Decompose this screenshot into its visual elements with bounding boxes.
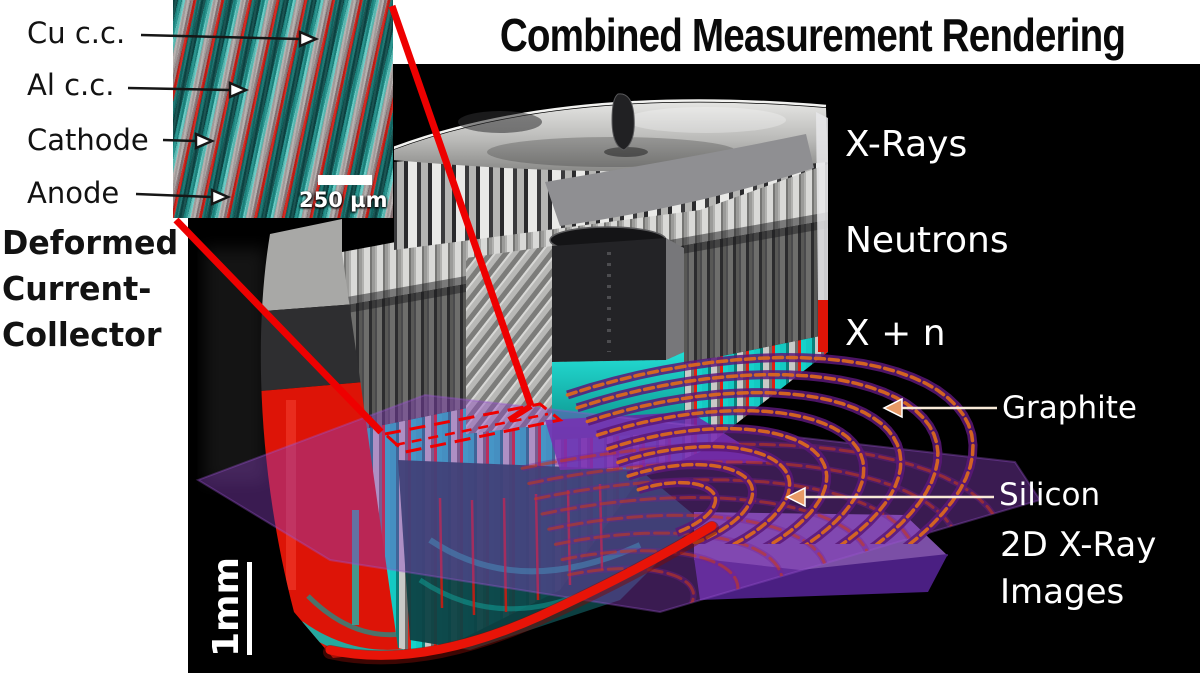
inner-ledge [545,134,814,226]
label-deformed-current-collector: Deformed Current- Collector [2,220,178,358]
casing-ghost [204,248,266,483]
caption-line2: Images [1000,572,1125,612]
label-x-plus-n: X + n [845,313,946,354]
main-scale-bar [247,562,252,655]
inset-scale-label: 250 µm [299,188,388,212]
core-side [666,238,684,360]
zoom-region-box [381,402,564,454]
deformed-line3: Collector [2,315,162,354]
label-xrays: X-Rays [845,124,968,165]
annotation-arrows [785,397,997,508]
graphite-rings [565,352,978,544]
main-scale-label: 1mm [206,556,247,657]
label-cu-cc: Cu c.c. [27,16,126,50]
deformed-line2: Current- [2,269,152,308]
caption-2d-xray-images: 2D X-Ray Images [1000,522,1156,616]
inset-scale-bar [318,175,372,185]
label-anode: Anode [27,176,120,210]
inset-arrows [127,30,320,206]
label-silicon: Silicon [999,477,1101,513]
cu-arrow-icon [298,30,320,48]
label-neutrons: Neutrons [845,220,1009,261]
label-graphite: Graphite [1002,390,1137,426]
deformed-line1: Deformed [2,223,179,262]
graphite-arrow-icon [882,397,903,419]
cathode-arrow-icon [194,132,216,150]
zoom-callout [173,4,564,454]
silicon-arrow-icon [785,486,806,508]
purple-plane-lower [694,512,948,600]
label-cathode: Cathode [27,123,149,157]
core-shaft [552,238,666,362]
figure-title: Combined Measurement Rendering [499,9,1126,61]
label-al-cc: Al c.c. [27,68,115,102]
rim-highlight [816,112,828,300]
lid-pin [611,93,635,151]
anode-arrow-icon [210,188,232,206]
caption-line1: 2D X-Ray [1000,525,1157,565]
bottom-red-rim [325,521,717,660]
al-arrow-icon [228,81,250,99]
